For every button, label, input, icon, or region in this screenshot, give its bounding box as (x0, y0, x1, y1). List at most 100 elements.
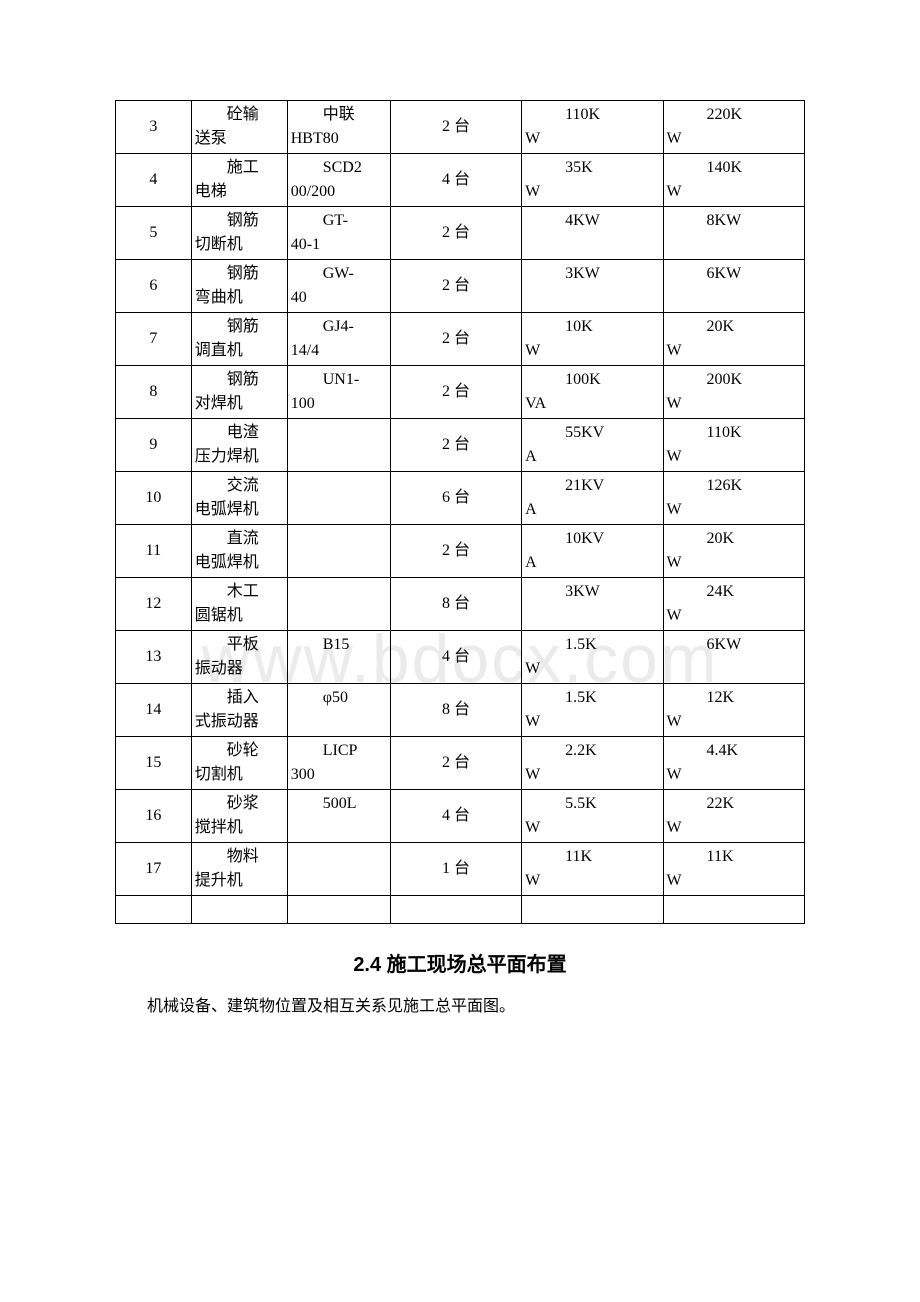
table-row: 8钢筋对焊机UN1-1002 台100KVA200KW (116, 366, 805, 419)
unit-power: 100KVA (522, 366, 663, 419)
table-row: 16砂浆搅拌机500L4 台5.5KW22KW (116, 790, 805, 843)
equipment-name: 施工电梯 (191, 154, 287, 207)
empty-cell (191, 896, 287, 924)
total-power: 4.4KW (663, 737, 804, 790)
body-paragraph: 机械设备、建筑物位置及相互关系见施工总平面图。 (115, 993, 805, 1022)
table-row: 14插入式振动器φ508 台1.5KW12KW (116, 684, 805, 737)
total-power: 20KW (663, 525, 804, 578)
equipment-quantity: 4 台 (390, 631, 521, 684)
unit-power: 55KVA (522, 419, 663, 472)
equipment-model: 500L (287, 790, 390, 843)
equipment-table: 3砼输送泵中联HBT802 台110KW220KW4施工电梯SCD200/200… (115, 100, 805, 924)
equipment-quantity: 2 台 (390, 313, 521, 366)
equipment-name: 直流电弧焊机 (191, 525, 287, 578)
row-number: 9 (116, 419, 192, 472)
total-power: 22KW (663, 790, 804, 843)
unit-power: 10KVA (522, 525, 663, 578)
equipment-quantity: 2 台 (390, 737, 521, 790)
table-row: 3砼输送泵中联HBT802 台110KW220KW (116, 101, 805, 154)
table-row-empty (116, 896, 805, 924)
unit-power: 3KW (522, 578, 663, 631)
unit-power: 10KW (522, 313, 663, 366)
equipment-quantity: 2 台 (390, 101, 521, 154)
unit-power: 1.5KW (522, 684, 663, 737)
row-number: 7 (116, 313, 192, 366)
equipment-quantity: 8 台 (390, 578, 521, 631)
equipment-model: GT-40-1 (287, 207, 390, 260)
equipment-name: 砂浆搅拌机 (191, 790, 287, 843)
unit-power: 35KW (522, 154, 663, 207)
equipment-name: 钢筋调直机 (191, 313, 287, 366)
equipment-quantity: 4 台 (390, 790, 521, 843)
table-row: 17物料提升机1 台11KW11KW (116, 843, 805, 896)
row-number: 12 (116, 578, 192, 631)
equipment-model: UN1-100 (287, 366, 390, 419)
equipment-name: 物料提升机 (191, 843, 287, 896)
total-power: 220KW (663, 101, 804, 154)
total-power: 6KW (663, 631, 804, 684)
equipment-name: 砼输送泵 (191, 101, 287, 154)
unit-power: 5.5KW (522, 790, 663, 843)
equipment-model (287, 843, 390, 896)
row-number: 5 (116, 207, 192, 260)
equipment-name: 钢筋弯曲机 (191, 260, 287, 313)
total-power: 11KW (663, 843, 804, 896)
equipment-quantity: 2 台 (390, 525, 521, 578)
equipment-name: 交流电弧焊机 (191, 472, 287, 525)
equipment-model (287, 578, 390, 631)
unit-power: 1.5KW (522, 631, 663, 684)
table-row: 10交流电弧焊机 6 台21KVA126KW (116, 472, 805, 525)
table-row: 15砂轮切割机LICP3002 台2.2KW4.4KW (116, 737, 805, 790)
equipment-quantity: 8 台 (390, 684, 521, 737)
table-row: 5钢筋切断机GT-40-12 台4KW8KW (116, 207, 805, 260)
unit-power: 2.2KW (522, 737, 663, 790)
equipment-name: 平板振动器 (191, 631, 287, 684)
unit-power: 21KVA (522, 472, 663, 525)
row-number: 17 (116, 843, 192, 896)
equipment-model (287, 525, 390, 578)
equipment-name: 插入式振动器 (191, 684, 287, 737)
equipment-quantity: 2 台 (390, 366, 521, 419)
table-row: 13平板振动器B154 台1.5KW6KW (116, 631, 805, 684)
equipment-model (287, 472, 390, 525)
equipment-name: 电渣压力焊机 (191, 419, 287, 472)
table-row: 11直流电弧焊机 2 台10KVA20KW (116, 525, 805, 578)
row-number: 15 (116, 737, 192, 790)
equipment-model (287, 419, 390, 472)
unit-power: 3KW (522, 260, 663, 313)
table-row: 9电渣压力焊机2 台55KVA110KW (116, 419, 805, 472)
total-power: 200KW (663, 366, 804, 419)
row-number: 11 (116, 525, 192, 578)
equipment-name: 钢筋切断机 (191, 207, 287, 260)
unit-power: 4KW (522, 207, 663, 260)
total-power: 126KW (663, 472, 804, 525)
table-row: 4施工电梯SCD200/2004 台35KW140KW (116, 154, 805, 207)
table-row: 6钢筋弯曲机GW-402 台3KW6KW (116, 260, 805, 313)
equipment-quantity: 6 台 (390, 472, 521, 525)
empty-cell (522, 896, 663, 924)
unit-power: 110KW (522, 101, 663, 154)
section-heading: 2.4 施工现场总平面布置 (115, 948, 805, 977)
total-power: 20KW (663, 313, 804, 366)
unit-power: 11KW (522, 843, 663, 896)
row-number: 3 (116, 101, 192, 154)
equipment-name: 钢筋对焊机 (191, 366, 287, 419)
empty-cell (116, 896, 192, 924)
row-number: 6 (116, 260, 192, 313)
equipment-name: 砂轮切割机 (191, 737, 287, 790)
page-content: 3砼输送泵中联HBT802 台110KW220KW4施工电梯SCD200/200… (115, 100, 805, 1022)
equipment-model: B15 (287, 631, 390, 684)
row-number: 13 (116, 631, 192, 684)
equipment-model: SCD200/200 (287, 154, 390, 207)
equipment-name: 木工圆锯机 (191, 578, 287, 631)
row-number: 4 (116, 154, 192, 207)
total-power: 6KW (663, 260, 804, 313)
equipment-quantity: 4 台 (390, 154, 521, 207)
equipment-model: GJ4-14/4 (287, 313, 390, 366)
row-number: 10 (116, 472, 192, 525)
equipment-model: GW-40 (287, 260, 390, 313)
total-power: 8KW (663, 207, 804, 260)
total-power: 24KW (663, 578, 804, 631)
empty-cell (287, 896, 390, 924)
empty-cell (663, 896, 804, 924)
